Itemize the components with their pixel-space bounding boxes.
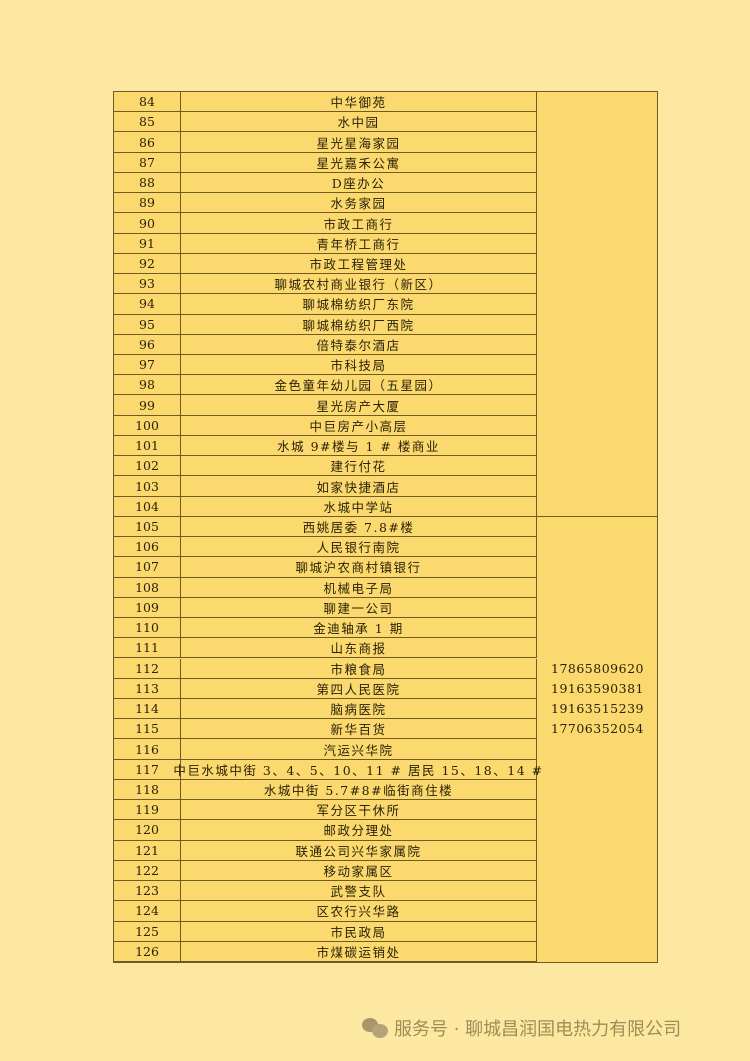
row-name: D座办公 [181,172,537,194]
row-number: 119 [114,800,181,821]
wechat-icon [362,1018,388,1038]
row-number: 106 [114,537,181,558]
row-number: 90 [114,213,181,234]
heating-station-table: 84 中华御苑 85 水中园 86 星光星海家园 87 星光嘉禾公寓 88 D座办公 89 水务家园 9… [113,91,658,963]
footer-text: 服务号 · 聊城昌润国电热力有限公司 [394,1019,682,1040]
phone-number: 17865809620 [551,660,644,676]
contact-phone-cell [537,92,658,517]
row-number: 122 [114,860,181,882]
row-name: 市煤碳运销处 [181,941,537,962]
row-number: 113 [114,678,181,699]
row-number: 102 [114,456,181,477]
row-name: 星光嘉禾公寓 [181,152,537,173]
row-number: 107 [114,557,181,578]
row-name: 市科技局 [181,355,537,376]
row-number: 89 [114,193,181,214]
row-name: 市粮食局 [181,658,537,679]
row-number: 91 [114,233,181,254]
row-name: 聊城农村商业银行（新区） [181,274,537,295]
row-name: 联通公司兴华家属院 [181,840,537,861]
row-number: 115 [114,719,181,740]
row-number: 112 [114,658,181,679]
row-number: 99 [114,395,181,416]
row-name: 市民政局 [181,921,537,942]
row-number: 121 [114,840,181,861]
row-number: 101 [114,435,181,457]
row-name: 倍特泰尔酒店 [181,334,537,355]
row-name: 人民银行南院 [181,537,537,558]
row-name: 青年桥工商行 [181,233,537,254]
phone-number: 19163590381 [551,680,644,696]
row-name: 邮政分理处 [181,820,537,841]
row-name: 移动家属区 [181,860,537,882]
row-number: 85 [114,112,181,133]
row-number: 95 [114,314,181,335]
row-name: 中华御苑 [181,92,537,113]
row-name: 金迪轴承 1 期 [181,618,537,639]
row-name: 脑病医院 [181,698,537,720]
row-name: 第四人民医院 [181,678,537,699]
row-number: 109 [114,597,181,619]
row-name: 水城中学站 [181,496,537,517]
row-number: 123 [114,881,181,902]
row-name: 市政工程管理处 [181,253,537,275]
phone-number: 17706352054 [551,721,644,737]
row-number: 111 [114,638,181,659]
row-name: 聊城棉纺织厂西院 [181,314,537,335]
row-name: 聊建一公司 [181,597,537,619]
row-number: 117 [114,759,181,780]
phone-number: 19163515239 [551,700,644,716]
row-name: 水城 9#楼与 1 # 楼商业 [181,435,537,457]
row-name: 聊城沪农商村镇银行 [181,557,537,578]
row-number: 124 [114,901,181,922]
row-number: 86 [114,132,181,153]
row-name: 水城中街 5.7#8#临街商住楼 [181,779,537,801]
row-name: 市政工商行 [181,213,537,234]
row-name: 中巨水城中街 3、4、5、10、11 # 居民 15、18、14 # [173,759,542,780]
row-name: 新华百货 [181,719,537,740]
row-number: 120 [114,820,181,841]
row-number: 92 [114,253,181,275]
row-number: 104 [114,496,181,517]
row-name: 山东商报 [181,638,537,659]
row-number: 88 [114,172,181,194]
row-number: 110 [114,618,181,639]
row-number: 114 [114,698,181,720]
row-name: 金色童年幼儿园（五星园） [181,375,537,396]
row-number: 93 [114,274,181,295]
row-number: 105 [114,516,181,538]
row-name: 水中园 [181,112,537,133]
row-name: 建行付花 [181,456,537,477]
row-name: 区农行兴华路 [181,901,537,922]
footer-watermark: 服务号 · 聊城昌润国电热力有限公司 [362,1015,681,1041]
row-number: 98 [114,375,181,396]
row-number: 84 [114,92,181,113]
row-number: 118 [114,779,181,801]
row-name: 中巨房产小高层 [181,415,537,436]
row-name: 机械电子局 [181,577,537,598]
contact-phone-cell: 17865809620 19163590381 19163515239 1770635… [537,517,658,962]
row-number: 108 [114,577,181,598]
row-name: 聊城棉纺织厂东院 [181,294,537,315]
row-name: 星光房产大厦 [181,395,537,416]
row-number: 103 [114,476,181,497]
row-number: 125 [114,921,181,942]
row-number: 87 [114,152,181,173]
row-name: 武警支队 [181,881,537,902]
row-number: 94 [114,294,181,315]
row-name: 水务家园 [181,193,537,214]
row-number: 96 [114,334,181,355]
row-number: 116 [114,739,181,760]
row-name: 西姚居委 7.8#楼 [181,516,537,538]
row-name: 汽运兴华院 [181,739,537,760]
row-number: 100 [114,415,181,436]
row-name: 如家快捷酒店 [181,476,537,497]
row-name: 星光星海家园 [181,132,537,153]
row-number: 97 [114,355,181,376]
row-name: 军分区干休所 [181,800,537,821]
row-number: 126 [114,941,181,962]
